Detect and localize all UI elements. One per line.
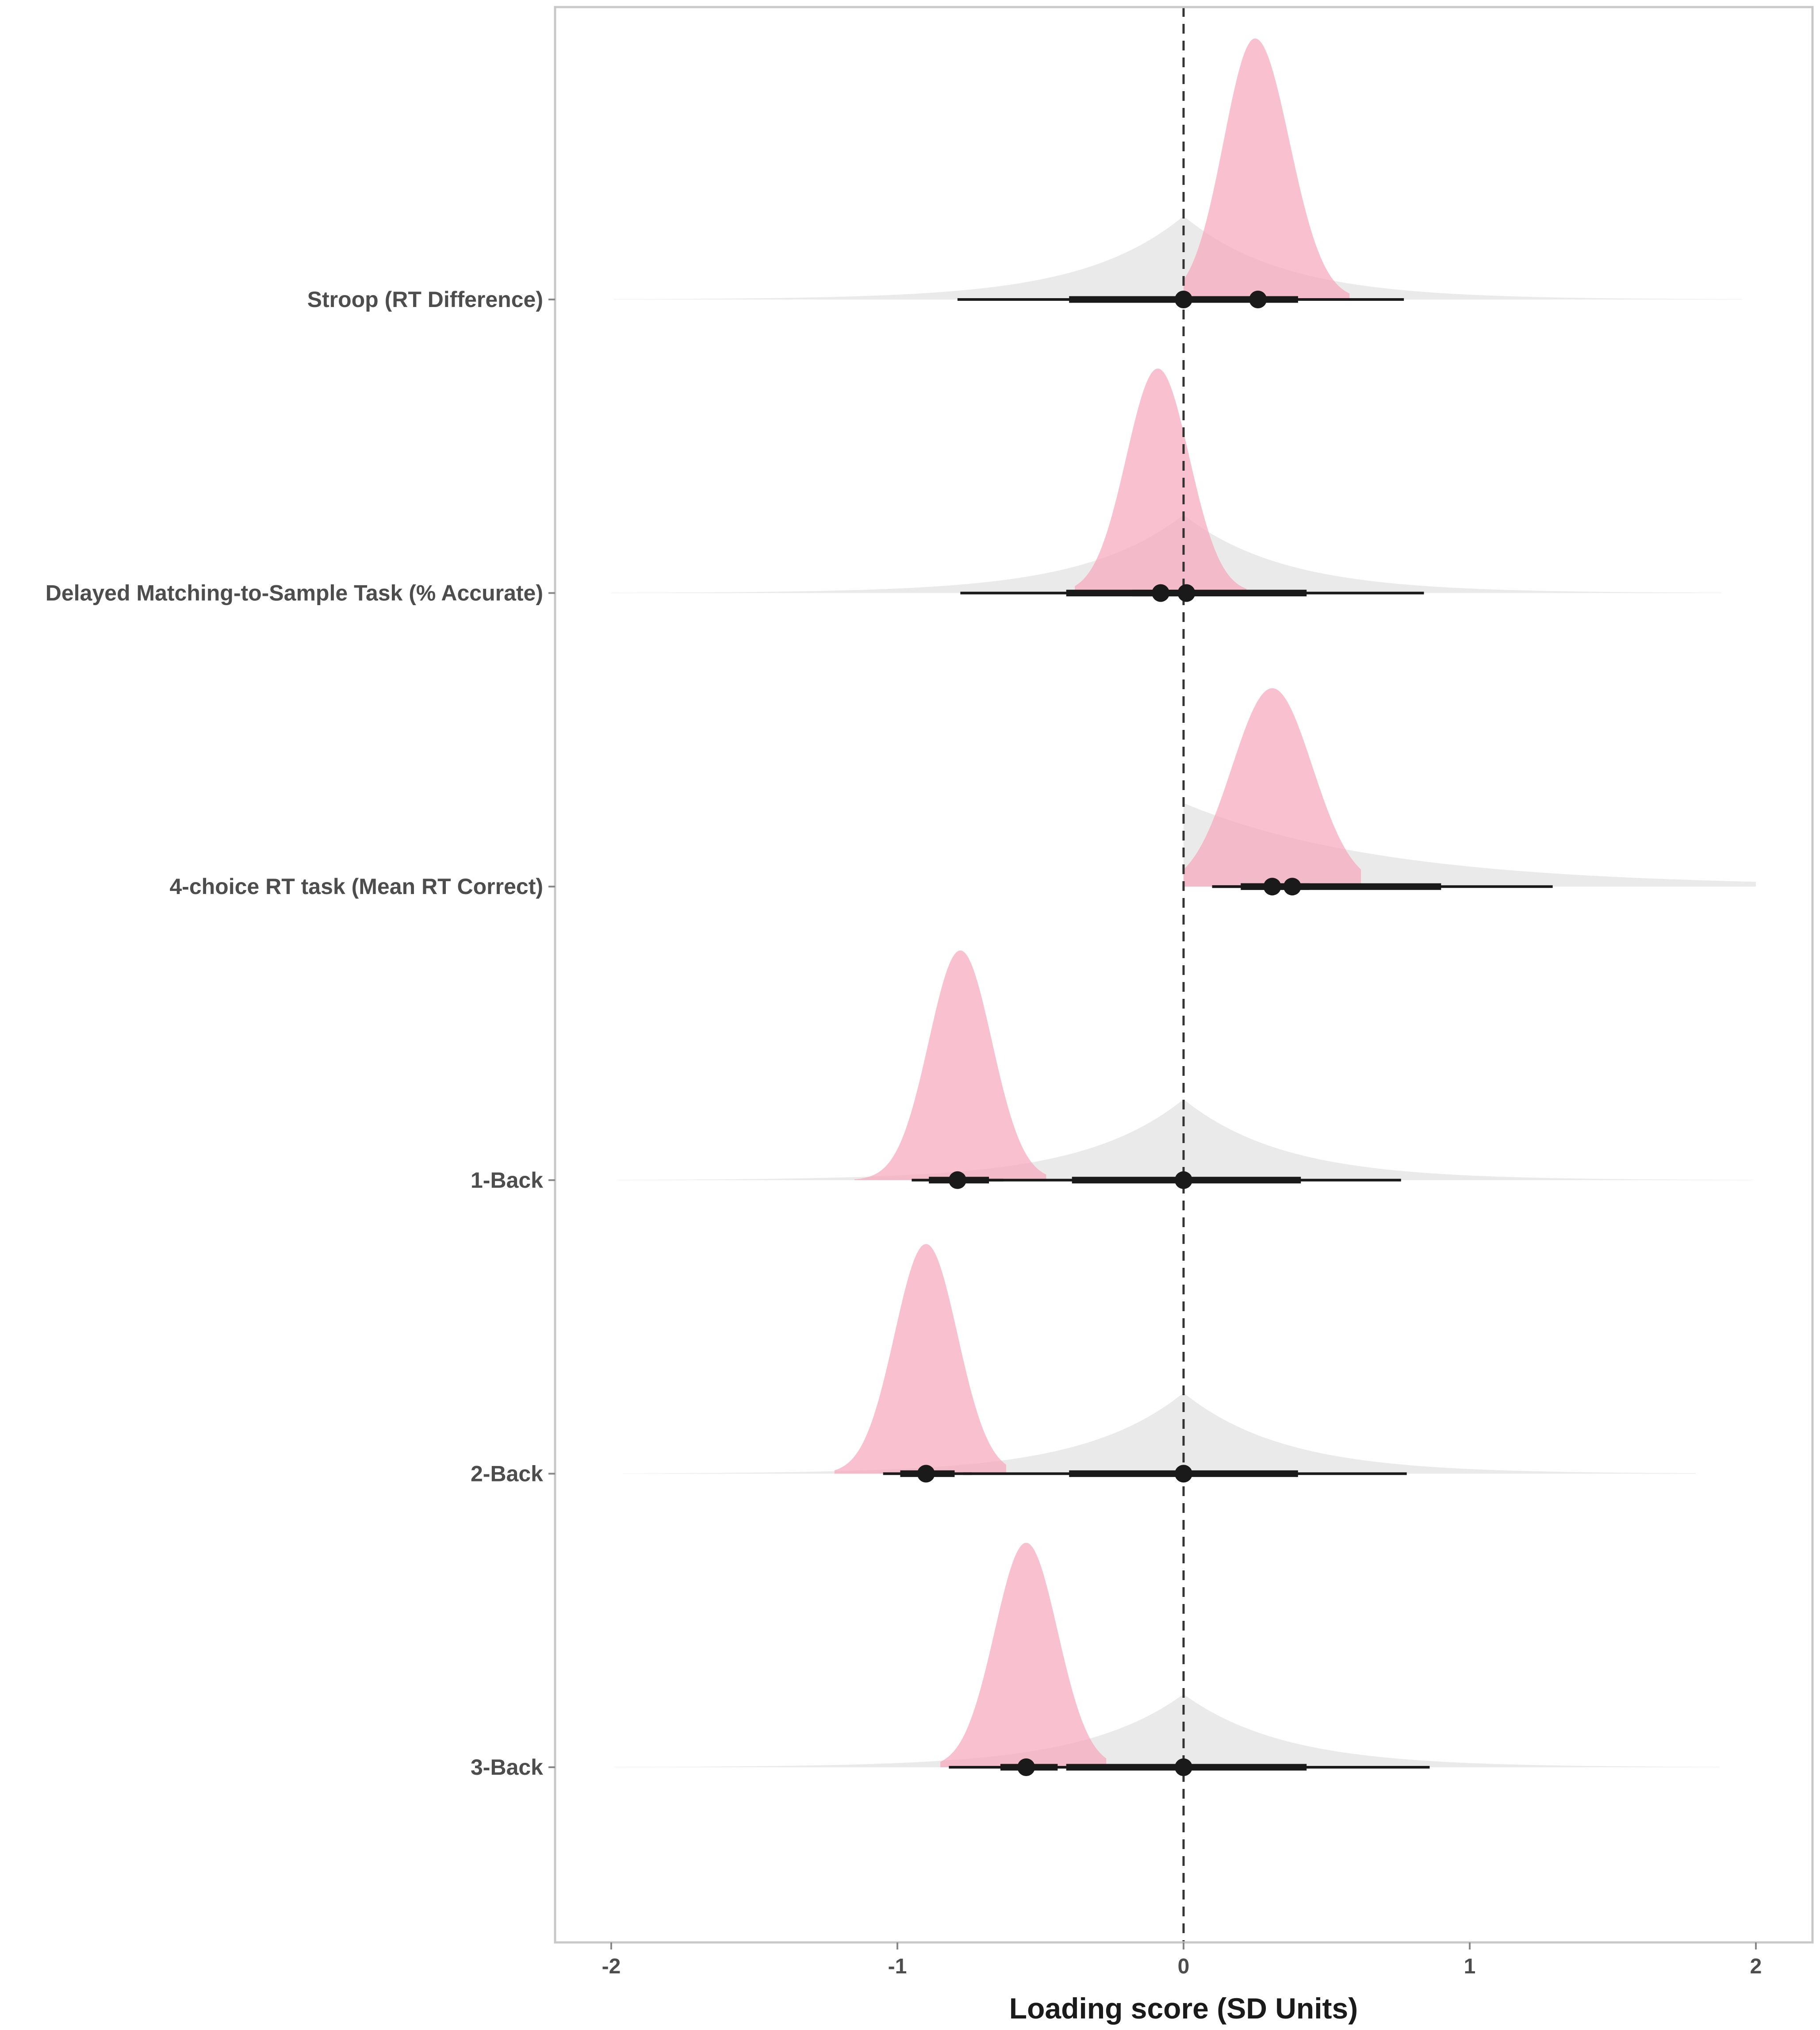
y-tick-label-row-4: 1-Back: [471, 1168, 543, 1193]
posterior-point-estimate-row-3: [1263, 878, 1281, 896]
posterior-density-row-6: [940, 1543, 1107, 1767]
posterior-density-row-2: [1075, 368, 1247, 593]
posterior-density-row-4: [854, 950, 1046, 1180]
x-axis-title: Loading score (SD Units): [1009, 1992, 1358, 2025]
x-tick-label-1: -1: [888, 1955, 907, 1978]
posterior-density-row-5: [834, 1244, 1006, 1474]
x-tick-label-2: 0: [1178, 1955, 1190, 1978]
y-axis: Stroop (RT Difference) Delayed Matching-t…: [46, 287, 555, 1780]
x-tick-label-0: -2: [602, 1955, 621, 1978]
y-tick-label-row-2: Delayed Matching-to-Sample Task (% Accur…: [46, 581, 543, 606]
prior-density-row-4: [617, 1100, 1753, 1180]
prior-point-estimate-row-6: [1175, 1758, 1192, 1776]
prior-point-estimate-row-5: [1175, 1465, 1192, 1483]
posterior-point-estimate-row-6: [1017, 1758, 1035, 1776]
posterior-density-row-1: [1184, 38, 1350, 299]
posterior-point-estimate-row-1: [1249, 291, 1267, 308]
density-layer: [611, 38, 1756, 1767]
x-axis: -2 -1 0 1 2: [602, 1942, 1762, 1978]
posterior-point-estimate-row-5: [917, 1465, 935, 1483]
y-tick-label-row-6: 3-Back: [471, 1755, 543, 1780]
interval-layer: [883, 291, 1553, 1776]
posterior-point-estimate-row-2: [1152, 584, 1170, 602]
x-tick-label-3: 1: [1464, 1955, 1476, 1978]
y-tick-label-row-5: 2-Back: [471, 1461, 543, 1486]
prior-density-row-6: [614, 1694, 1719, 1767]
prior-point-estimate-row-4: [1175, 1171, 1192, 1189]
prior-density-row-5: [622, 1393, 1696, 1474]
x-tick-label-4: 2: [1750, 1955, 1762, 1978]
y-tick-label-row-3: 4-choice RT task (Mean RT Correct): [169, 874, 543, 899]
posterior-density-row-3: [1184, 688, 1361, 887]
y-tick-label-row-1: Stroop (RT Difference): [307, 287, 543, 312]
prior-density-row-1: [614, 217, 1742, 299]
prior-point-estimate-row-1: [1175, 291, 1192, 308]
posterior-point-estimate-row-4: [948, 1171, 966, 1189]
